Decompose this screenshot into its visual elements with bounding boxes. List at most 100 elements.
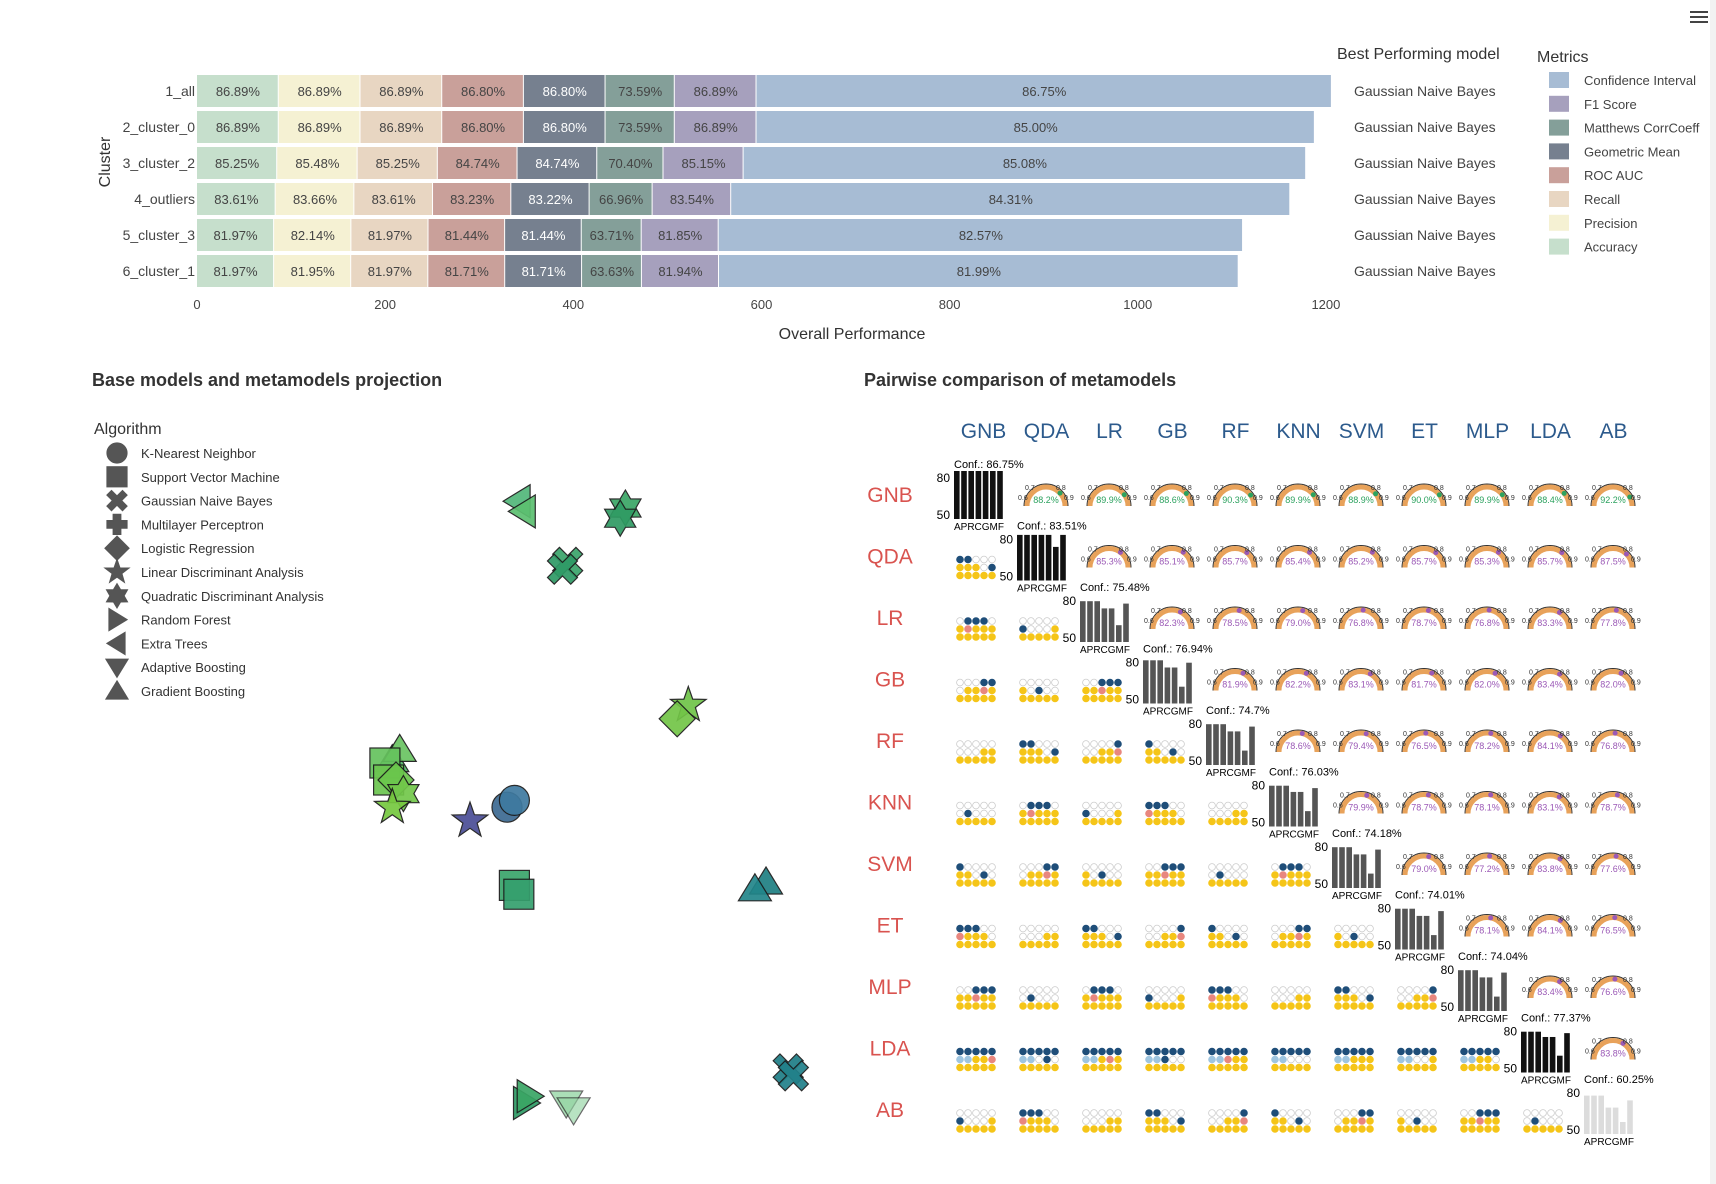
legend-label: Accuracy — [1584, 240, 1638, 255]
agreement-dot — [1224, 1117, 1232, 1125]
agreement-dot — [1216, 940, 1224, 949]
agreement-dot — [1051, 1125, 1059, 1133]
metric-bar — [1186, 662, 1192, 704]
gauge-tick-label: 0.8 — [1497, 485, 1507, 492]
agreement-dot — [972, 555, 980, 564]
metric-bar — [1017, 534, 1023, 581]
gauge-outline — [1464, 606, 1510, 630]
gauge-tick-label: 0.7 — [1403, 854, 1413, 861]
scrollbar[interactable] — [1710, 0, 1716, 1184]
agreement-dot — [1271, 1063, 1279, 1072]
agreement-dot — [988, 617, 996, 625]
bar-segment — [641, 219, 718, 251]
agreement-dot — [980, 809, 988, 818]
agreement-dot — [1043, 748, 1051, 756]
agreement-dot — [1098, 756, 1106, 764]
agreement-dot — [1082, 1002, 1090, 1010]
gauge-value: 85.3% — [1096, 557, 1122, 567]
agreement-dot — [1460, 1063, 1468, 1072]
gauge-value: 90.3% — [1222, 495, 1248, 505]
agreement-dot — [972, 924, 980, 933]
agreement-dot — [1429, 1117, 1437, 1125]
agreement-dot — [1043, 940, 1051, 949]
menu-icon[interactable] — [1690, 8, 1708, 24]
gauge-value: 83.1% — [1537, 803, 1563, 813]
gauge-tick-label: 0.7 — [1466, 547, 1476, 554]
gauge-tick-label: 0.8 — [1182, 547, 1192, 554]
agreement-dot — [1397, 1063, 1405, 1072]
agreement-dot — [1232, 817, 1240, 826]
agreement-dot — [1429, 986, 1437, 994]
agreement-dot — [1106, 740, 1114, 748]
gauge-marker — [1499, 492, 1505, 498]
agreement-dot — [1051, 809, 1059, 818]
agreement-dot — [964, 879, 972, 887]
metric-bar — [1486, 977, 1493, 1011]
agreement-dot — [1019, 740, 1027, 748]
agreement-dot — [1350, 1117, 1358, 1125]
agreement-dot — [1027, 809, 1035, 818]
agreement-dot — [1271, 871, 1279, 879]
metric-bar — [1171, 667, 1178, 704]
bar-data-label: 73.59% — [618, 84, 663, 99]
gauge-tick-label: 0.9 — [1316, 557, 1326, 564]
agreement-dot — [980, 686, 988, 695]
agreement-dot — [1555, 1117, 1563, 1125]
gauge-tick-label: 0.8 — [1308, 670, 1318, 677]
gauge-marker — [1612, 730, 1618, 736]
agreement-dot — [1271, 1055, 1279, 1064]
gauge-tick-label: 0.9 — [1253, 495, 1263, 502]
agreement-dot — [1114, 1063, 1122, 1072]
agreement-dot — [1153, 809, 1161, 818]
row-header: AB — [876, 1099, 904, 1122]
gauge-tick-label: 0.6 — [1207, 557, 1217, 564]
gauge-tick-label: 0.7 — [1466, 485, 1476, 492]
gauge-outline — [1338, 606, 1384, 630]
agreement-dot — [1114, 932, 1122, 941]
agreement-dot — [1090, 740, 1098, 748]
agreement-dot — [964, 625, 972, 633]
agreement-dot — [1082, 1109, 1090, 1117]
agreement-dot — [1492, 1055, 1500, 1064]
bar-data-label: 81.71% — [445, 264, 490, 279]
agreement-dot — [1153, 879, 1161, 887]
agreement-dot — [980, 924, 988, 933]
agreement-dot — [1492, 1125, 1500, 1133]
agreement-dot — [1019, 1002, 1027, 1010]
agreement-dot — [1043, 1125, 1051, 1133]
gauge-arc — [1276, 484, 1320, 507]
row-header: KNN — [868, 792, 912, 815]
agreement-dot — [964, 986, 972, 994]
agreement-dot — [1035, 1063, 1043, 1072]
gauge-marker — [1436, 492, 1442, 498]
metric-bar — [1479, 977, 1486, 1011]
gauge-tick-label: 0.8 — [1623, 1039, 1633, 1046]
agreement-dot — [1098, 678, 1106, 687]
bar-segment — [756, 111, 1314, 143]
gauge-tick-label: 0.9 — [1568, 926, 1578, 933]
gauge-outline — [1212, 545, 1258, 568]
gauge-arc — [1276, 607, 1320, 630]
agreement-dot — [1043, 686, 1051, 695]
gauge-tick-label: 0.7 — [1466, 916, 1476, 923]
agreement-dot — [1334, 986, 1342, 994]
row-header: MLP — [868, 976, 911, 999]
row-header: GB — [875, 669, 905, 692]
column-header: ET — [1411, 420, 1438, 443]
gauge-arc — [1528, 669, 1572, 691]
agreement-dot — [972, 571, 980, 580]
gauge-tick-label: 0.6 — [1522, 618, 1532, 625]
agreement-dot — [1027, 686, 1035, 695]
bar-segment — [197, 75, 278, 107]
scatter-legend-label: Adaptive Boosting — [141, 660, 246, 675]
gauge-tick-label: 0.8 — [1119, 485, 1129, 492]
agreement-dot — [1342, 1125, 1350, 1133]
agreement-dot — [1051, 748, 1059, 756]
column-header: RF — [1222, 420, 1250, 443]
agreement-dot — [1287, 940, 1295, 949]
agreement-dot — [1114, 871, 1122, 879]
scatter-legend-label: Multilayer Perceptron — [141, 517, 264, 532]
agreement-dot — [1216, 994, 1224, 1002]
gauge-outline — [1401, 668, 1447, 691]
